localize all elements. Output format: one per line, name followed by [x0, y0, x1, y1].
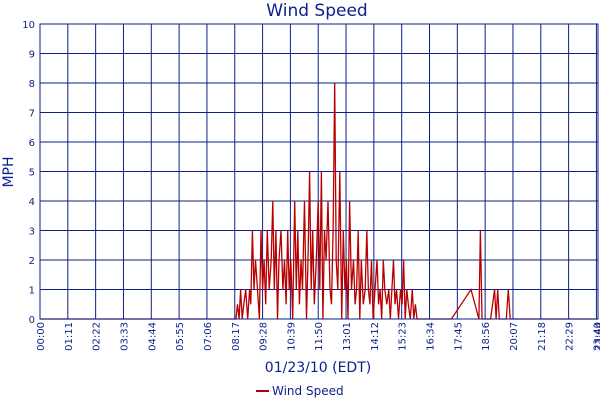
x-tick-label: 09:28 — [259, 322, 270, 351]
x-tick-label: 15:23 — [398, 322, 409, 351]
x-tick-label: 05:55 — [175, 322, 186, 351]
x-tick-label: 17:45 — [453, 322, 464, 351]
x-tick-label: 18:56 — [481, 322, 492, 351]
x-tick-label: 23:44 — [594, 322, 600, 351]
y-tick-label: 3 — [29, 227, 35, 238]
x-tick-label: 07:06 — [203, 322, 214, 351]
y-tick-label: 9 — [29, 50, 35, 61]
x-axis-ticks: 00:00 01:11 02:22 03:33 04:44 05:55 07:06 08:17… — [36, 322, 600, 351]
x-tick-label: 08:17 — [231, 322, 242, 351]
x-tick-label: 04:44 — [147, 322, 158, 351]
x-tick-label: 20:07 — [509, 322, 520, 351]
x-axis-label: 01/23/10 (EDT) — [265, 360, 371, 376]
legend-label: Wind Speed — [272, 384, 344, 398]
y-tick-label: 1 — [29, 286, 35, 297]
y-axis-label: MPH — [1, 156, 17, 187]
y-axis-ticks: 0 1 2 3 4 5 6 7 8 9 10 — [22, 20, 35, 326]
x-tick-label: 03:33 — [119, 322, 130, 351]
x-tick-label: 10:39 — [286, 322, 297, 351]
plot-frame — [39, 23, 599, 320]
x-tick-label: 02:22 — [92, 322, 103, 351]
x-tick-label: 16:34 — [426, 322, 437, 351]
y-tick-label: 8 — [29, 79, 35, 90]
y-tick-label: 5 — [29, 168, 35, 179]
chart-title: Wind Speed — [266, 1, 367, 21]
x-tick-label: 14:12 — [370, 322, 381, 351]
y-tick-label: 7 — [29, 109, 35, 120]
x-tick-label: 01:11 — [64, 322, 75, 351]
x-tick-label: 21:18 — [537, 322, 548, 351]
legend: Wind Speed — [256, 384, 344, 398]
x-tick-label: 00:00 — [36, 322, 47, 351]
x-tick-label: 22:29 — [565, 322, 576, 351]
x-tick-label: 23:40 — [592, 322, 600, 351]
y-tick-label: 4 — [29, 197, 35, 208]
y-tick-label: 0 — [29, 315, 35, 326]
x-tick-label: 11:50 — [314, 322, 325, 351]
y-tick-label: 2 — [29, 256, 35, 267]
y-tick-label: 10 — [22, 20, 35, 31]
x-tick-label: 13:01 — [342, 322, 353, 351]
y-tick-label: 6 — [29, 138, 35, 149]
